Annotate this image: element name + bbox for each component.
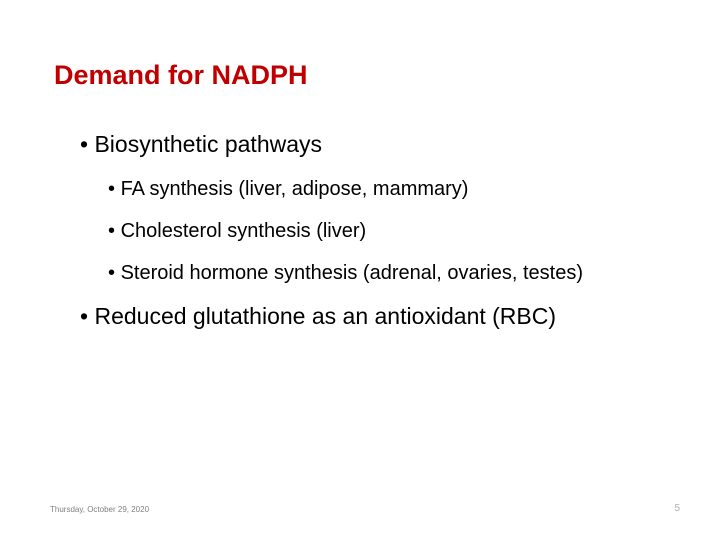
bullet-level2: • Cholesterol synthesis (liver): [108, 215, 670, 247]
bullet-text: Steroid hormone synthesis (adrenal, ovar…: [121, 262, 583, 284]
bullet-icon: •: [108, 262, 121, 284]
bullet-level1: • Biosynthetic pathways: [80, 127, 670, 163]
bullet-icon: •: [108, 220, 121, 242]
bullet-text: Reduced glutathione as an antioxidant (R…: [94, 303, 556, 329]
slide-body: • Biosynthetic pathways • FA synthesis (…: [80, 127, 670, 334]
bullet-icon: •: [80, 303, 94, 329]
bullet-text: FA synthesis (liver, adipose, mammary): [121, 178, 469, 200]
bullet-text: Cholesterol synthesis (liver): [121, 220, 367, 242]
slide: Demand for NADPH • Biosynthetic pathways…: [0, 0, 720, 540]
bullet-level2: • Steroid hormone synthesis (adrenal, ov…: [108, 257, 670, 289]
bullet-level1: • Reduced glutathione as an antioxidant …: [80, 299, 670, 335]
footer-page-number: 5: [674, 503, 680, 514]
slide-title: Demand for NADPH: [54, 60, 670, 91]
bullet-text: Biosynthetic pathways: [94, 131, 322, 157]
footer-date: Thursday, October 29, 2020: [50, 505, 149, 514]
bullet-level2: • FA synthesis (liver, adipose, mammary): [108, 173, 670, 205]
bullet-icon: •: [80, 131, 94, 157]
bullet-icon: •: [108, 178, 121, 200]
